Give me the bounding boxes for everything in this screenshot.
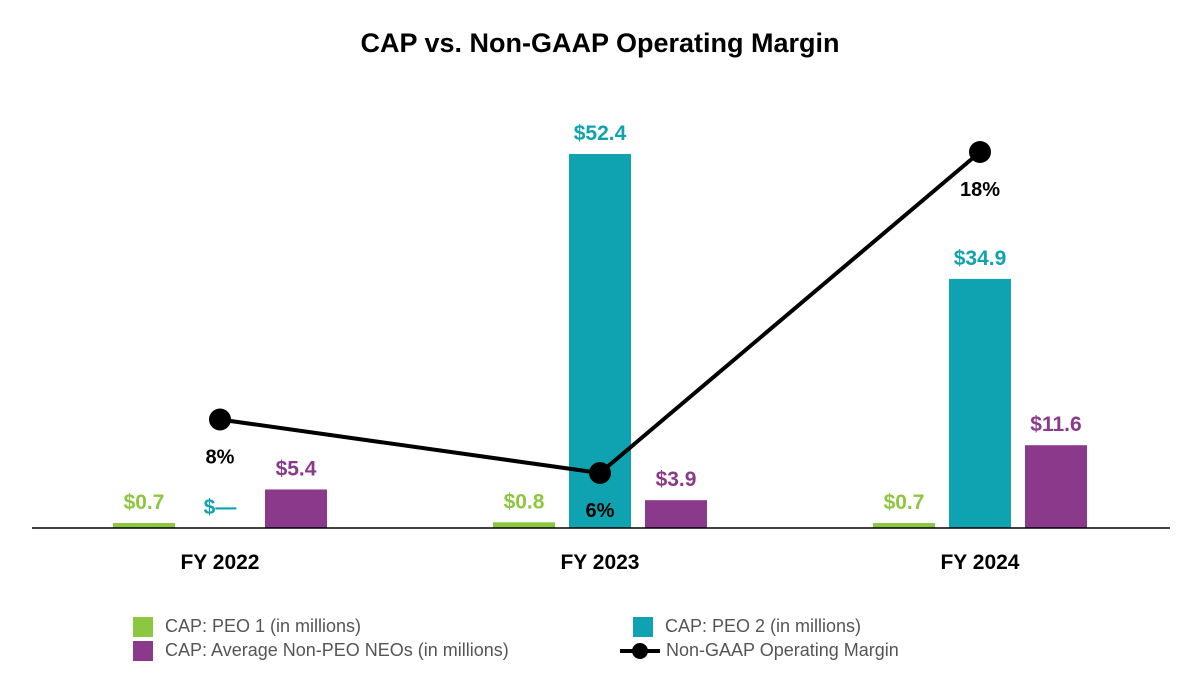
bar: [493, 522, 555, 528]
bar: [265, 489, 327, 528]
legend-swatch: [133, 616, 153, 637]
category-labels: FY 2022 FY 2023 FY 2024: [180, 551, 1019, 574]
data-label: $0.7: [124, 491, 165, 514]
line-marker-icon: [620, 641, 660, 661]
category-label: FY 2024: [940, 551, 1019, 574]
legend-item-margin: Non-GAAP Operating Margin: [620, 640, 899, 661]
data-label: $34.9: [954, 247, 1007, 270]
legend-item-peo2: CAP: PEO 2 (in millions): [633, 616, 861, 637]
data-label: $11.6: [1030, 413, 1081, 436]
chart-title: CAP vs. Non-GAAP Operating Margin: [360, 28, 839, 58]
line-layer: 8% 6% 18%: [206, 141, 1000, 522]
data-label: $5.4: [276, 457, 317, 480]
data-label: $—: [204, 496, 237, 519]
legend-label: CAP: PEO 1 (in millions): [165, 616, 362, 636]
line-data-label: 8%: [206, 447, 235, 469]
data-label: $0.7: [884, 491, 925, 514]
data-label: $52.4: [574, 122, 627, 145]
category-label: FY 2023: [560, 551, 639, 574]
legend-swatch: [633, 616, 653, 637]
legend-item-non-peo: CAP: Average Non-PEO NEOs (in millions): [133, 640, 509, 661]
legend-item-peo1: CAP: PEO 1 (in millions): [133, 616, 361, 637]
legend-label: CAP: PEO 2 (in millions): [665, 616, 862, 636]
bar: [873, 523, 935, 528]
line-point: [969, 141, 991, 163]
bar: [113, 523, 175, 528]
bars-layer: $0.7 $0.8 $0.7 $— $52.4 $34.9 $5.4 $3.9 $11.6: [113, 122, 1087, 528]
line-point: [209, 408, 231, 431]
legend-label: Non-GAAP Operating Margin: [666, 640, 899, 660]
bar: [949, 278, 1011, 528]
legend-swatch: [133, 640, 153, 661]
legend-label: CAP: Average Non-PEO NEOs (in millions): [165, 640, 509, 660]
line-data-label: 18%: [960, 179, 1000, 201]
data-label: $0.8: [504, 490, 545, 513]
bar: [1025, 445, 1087, 528]
bar: [645, 500, 707, 528]
data-label: $3.9: [656, 468, 697, 491]
category-label: FY 2022: [180, 551, 259, 574]
line-data-label: 6%: [586, 500, 615, 522]
line-point: [589, 462, 611, 484]
